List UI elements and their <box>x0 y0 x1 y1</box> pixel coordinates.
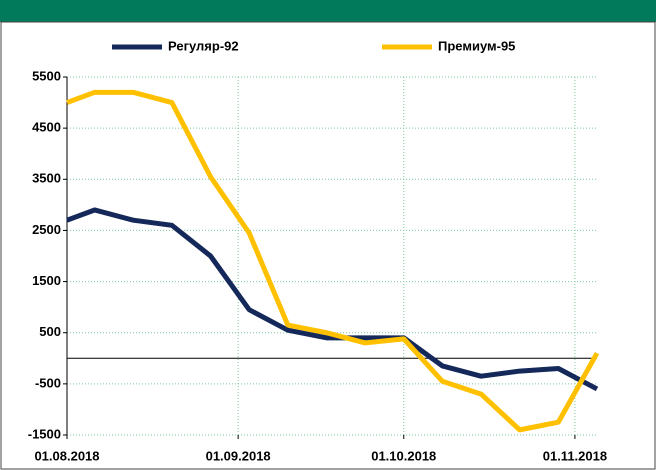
y-tick-label: 3500 <box>32 171 61 186</box>
y-tick-label: -500 <box>35 375 61 390</box>
y-tick-label: 4500 <box>32 120 61 135</box>
y-tick-label: 1500 <box>32 273 61 288</box>
y-tick-label: 2500 <box>32 222 61 237</box>
series-line <box>66 207 599 392</box>
x-tick-label: 01.11.2018 <box>543 448 607 463</box>
y-tick-label: 500 <box>39 324 61 339</box>
y-tick-label: -1500 <box>28 426 61 441</box>
x-tick-label: 01.10.2018 <box>371 448 436 463</box>
series-line <box>66 89 600 433</box>
frame <box>0 21 656 470</box>
legend-label: Регуляр-92 <box>168 38 239 53</box>
y-tick-label: 5500 <box>32 68 61 83</box>
x-tick-label: 01.09.2018 <box>206 448 271 463</box>
header-bar <box>0 0 656 22</box>
legend-label: Премиум-95 <box>438 38 515 53</box>
x-tick-label: 01.08.2018 <box>34 448 99 463</box>
